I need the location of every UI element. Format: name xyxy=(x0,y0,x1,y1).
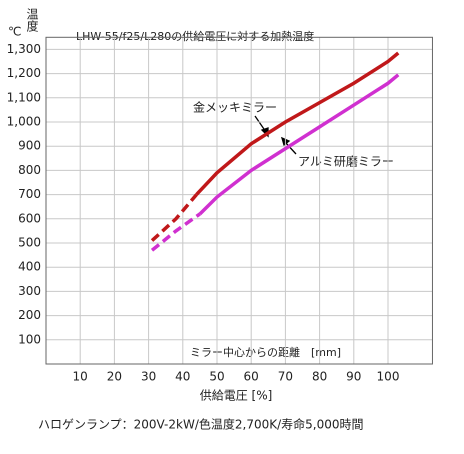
x-label: 供給電圧 [%] xyxy=(200,389,273,403)
x-tick-label: 80 xyxy=(312,370,327,384)
y-tick-label: 400 xyxy=(18,260,41,274)
x-tick-label: 10 xyxy=(73,370,88,384)
y-tick-label: 900 xyxy=(18,139,41,153)
x-tick-label: 100 xyxy=(377,370,400,384)
y-tick-label: 300 xyxy=(18,284,41,298)
series-label: 金メッキミラー xyxy=(193,100,277,115)
x-tick-label: 90 xyxy=(346,370,361,384)
footnote: ハロゲンランプ：200V-2kW/色温度2,700K/寿命5,000時間 xyxy=(38,417,364,432)
y-tick-label: 700 xyxy=(18,187,41,201)
y-tick-label: 100 xyxy=(18,332,41,346)
arrow xyxy=(284,141,297,155)
series-label: アルミ研磨ミラー xyxy=(298,155,394,169)
x-tick-label: 30 xyxy=(141,370,156,384)
y-unit: ℃ xyxy=(8,25,21,39)
y-tick-label: 1,300 xyxy=(7,42,41,56)
x-tick-label: 40 xyxy=(175,370,190,384)
y-label: 温度 xyxy=(25,8,39,32)
y-tick-label: 600 xyxy=(18,211,41,225)
x-tick-label: 20 xyxy=(107,370,122,384)
x-tick-label: 60 xyxy=(244,370,259,384)
y-tick-label: 1,200 xyxy=(7,66,41,80)
plot-frame xyxy=(45,36,433,365)
y-tick-label: 1,100 xyxy=(7,90,41,104)
x-tick-label: 70 xyxy=(278,370,293,384)
series-line xyxy=(198,73,400,216)
y-tick-label: 800 xyxy=(18,163,41,177)
y-tick-label: 500 xyxy=(18,236,41,250)
y-tick-label: 200 xyxy=(18,308,41,322)
series-line xyxy=(150,212,201,252)
x-tick-label: 50 xyxy=(209,370,224,384)
chart-title: LHW-55/f25/L280の供給電圧に対する加熱温度 xyxy=(76,29,314,43)
series-line xyxy=(195,51,400,196)
secondary-label: ミラー中心からの距離 [mm] xyxy=(190,345,341,359)
series-line xyxy=(150,193,198,242)
y-tick-label: 1,000 xyxy=(7,115,41,129)
